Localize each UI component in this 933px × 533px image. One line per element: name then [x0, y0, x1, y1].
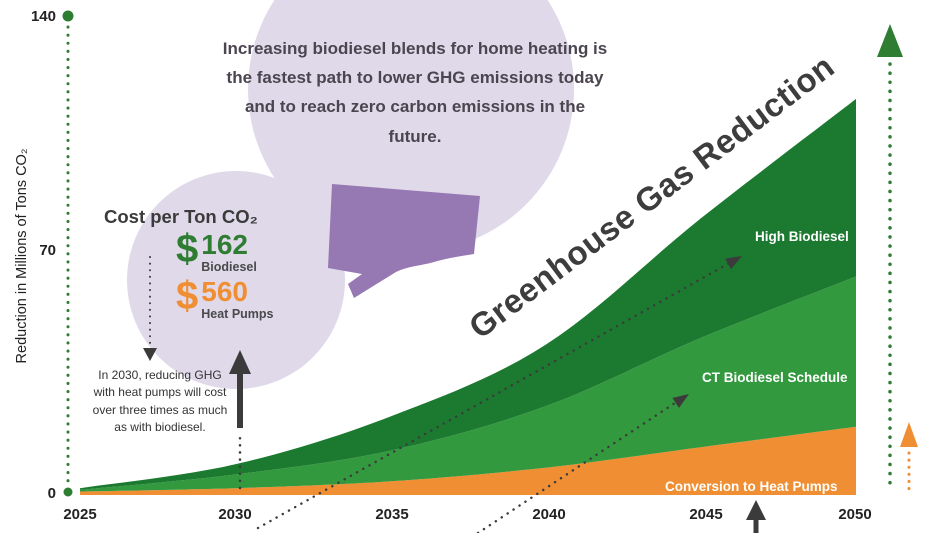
y-tick-70: 70 [39, 242, 56, 259]
cost-label-heat-pumps: Heat Pumps [201, 307, 274, 321]
x-tick-2030: 2030 [218, 506, 252, 523]
series-label-high-biodiesel: High Biodiesel [755, 229, 849, 244]
cost-note-text: In 2030, reducing GHG with heat pumps wi… [92, 368, 228, 435]
series-label-heat-pumps: Conversion to Heat Pumps [665, 479, 838, 494]
cost-heading: Cost per Ton CO₂ [104, 206, 258, 227]
high-biodiesel-arrowhead-icon [725, 256, 742, 270]
y-axis-title: Reduction in Millions of Tons CO₂ [14, 148, 30, 364]
x-tick-2050: 2050 [838, 506, 872, 523]
cost-value-biodiesel: 162 [201, 229, 248, 260]
x-tick-2045: 2045 [689, 506, 723, 523]
cost-item-biodiesel: $ 162 Biodiesel [176, 227, 257, 274]
x-tick-2040: 2040 [532, 506, 566, 523]
y-axis-top-dot [62, 10, 74, 22]
x-tick-2035: 2035 [375, 506, 409, 523]
dollar-icon: $ [176, 274, 199, 318]
heat-pump-arrow-head-icon [746, 500, 766, 520]
series-label-ct-schedule: CT Biodiesel Schedule [702, 370, 848, 385]
dollar-icon: $ [176, 227, 199, 271]
x-tick-2025: 2025 [63, 506, 97, 523]
y-tick-0: 0 [47, 485, 56, 502]
ct-schedule-arrowhead-icon [672, 394, 689, 408]
orange-up-arrow-icon [900, 422, 918, 447]
ct-schedule-leader-line [476, 397, 683, 533]
y-axis-bottom-dot [63, 487, 73, 497]
cost-label-biodiesel: Biodiesel [201, 260, 257, 274]
green-up-arrow-icon [877, 24, 903, 57]
cost-value-heat-pumps: 560 [201, 276, 248, 307]
cost-item-heat-pumps: $ 560 Heat Pumps [176, 274, 274, 321]
y-tick-140: 140 [30, 8, 56, 25]
headline-text: Increasing biodiesel blends for home hea… [222, 39, 608, 146]
